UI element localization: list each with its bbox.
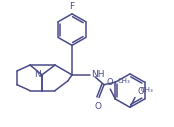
Text: NH: NH	[91, 70, 105, 79]
Text: O: O	[137, 86, 144, 96]
Text: CH₃: CH₃	[141, 87, 154, 93]
Text: F: F	[69, 2, 75, 11]
Text: N: N	[34, 70, 41, 79]
Text: CH₃: CH₃	[117, 78, 130, 84]
Text: O: O	[107, 78, 114, 87]
Text: O: O	[94, 102, 101, 111]
